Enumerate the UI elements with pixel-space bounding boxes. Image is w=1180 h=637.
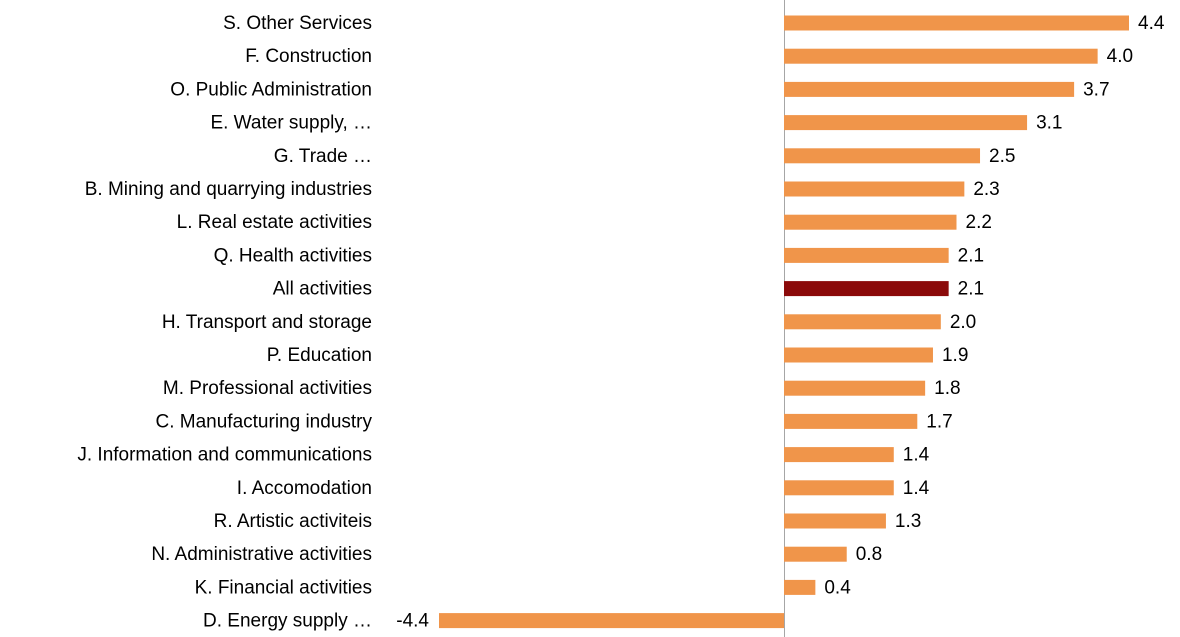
bar xyxy=(784,513,886,529)
bar xyxy=(784,546,847,562)
value-label: 4.4 xyxy=(1138,13,1165,34)
category-label: B. Mining and quarrying industries xyxy=(85,179,372,200)
category-label: G. Trade … xyxy=(274,146,372,167)
category-label: O. Public Administration xyxy=(170,79,372,100)
bar xyxy=(439,613,784,629)
category-label: I. Accomodation xyxy=(237,478,372,499)
category-label: All activities xyxy=(273,279,372,300)
value-label: 1.8 xyxy=(934,378,960,399)
bar xyxy=(784,48,1098,64)
category-label: D. Energy supply … xyxy=(203,611,372,632)
value-label: 2.1 xyxy=(958,279,984,300)
category-label: P. Education xyxy=(267,345,372,366)
value-label: 1.7 xyxy=(926,411,952,432)
value-label: 1.4 xyxy=(903,445,930,466)
value-label: 2.5 xyxy=(989,146,1015,167)
value-label: 4.0 xyxy=(1107,46,1133,67)
value-label: 0.8 xyxy=(856,544,882,565)
category-label: M. Professional activities xyxy=(163,378,372,399)
bar xyxy=(784,314,941,330)
bar xyxy=(784,115,1028,131)
bar xyxy=(784,81,1075,97)
bar xyxy=(784,380,926,396)
category-label: E. Water supply, … xyxy=(210,113,372,134)
category-label: K. Financial activities xyxy=(195,577,372,598)
value-label: 2.1 xyxy=(958,245,984,266)
value-label: 3.1 xyxy=(1036,113,1062,134)
category-label: L. Real estate activities xyxy=(177,212,372,233)
bar xyxy=(784,247,949,263)
category-label: Q. Health activities xyxy=(214,245,372,266)
bar xyxy=(784,148,981,164)
value-label: 1.4 xyxy=(903,478,930,499)
value-label: -4.4 xyxy=(396,611,429,632)
value-label: 1.9 xyxy=(942,345,968,366)
value-label: 2.3 xyxy=(973,179,999,200)
category-label: C. Manufacturing industry xyxy=(156,411,373,432)
category-label: R. Artistic activiteis xyxy=(214,511,372,532)
bar xyxy=(784,15,1129,31)
bar xyxy=(784,181,965,197)
bar xyxy=(784,480,894,496)
bar xyxy=(784,281,949,297)
category-label: S. Other Services xyxy=(223,13,372,34)
bar xyxy=(784,214,957,230)
value-label: 1.3 xyxy=(895,511,921,532)
bar xyxy=(784,347,933,363)
category-label: J. Information and communications xyxy=(77,445,372,466)
value-label: 0.4 xyxy=(824,577,851,598)
value-label: 2.2 xyxy=(966,212,992,233)
value-label: 3.7 xyxy=(1083,79,1109,100)
category-label: H. Transport and storage xyxy=(162,312,372,333)
value-label: 2.0 xyxy=(950,312,976,333)
bar xyxy=(784,413,918,429)
category-label: F. Construction xyxy=(245,46,372,67)
bar xyxy=(784,447,894,463)
bar xyxy=(784,579,816,595)
category-label: N. Administrative activities xyxy=(151,544,372,565)
